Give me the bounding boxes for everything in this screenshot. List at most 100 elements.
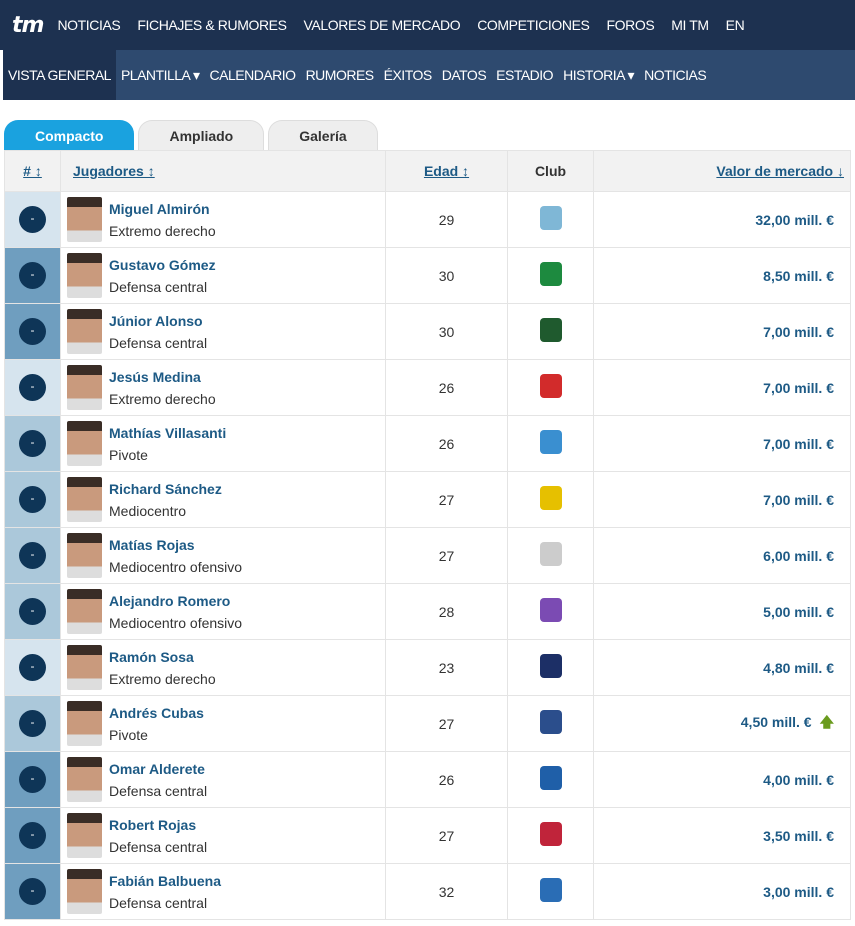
player-name-link[interactable]: Andrés Cubas bbox=[109, 704, 204, 721]
subnav-item[interactable]: VISTA GENERAL bbox=[3, 50, 116, 100]
player-photo[interactable] bbox=[67, 701, 102, 746]
market-value-cell: 3,50 mill. € bbox=[593, 807, 851, 864]
player-cell: Fabián Balbuena Defensa central bbox=[60, 863, 386, 920]
player-photo[interactable] bbox=[67, 533, 102, 578]
position-cell: - bbox=[4, 247, 61, 304]
col-players[interactable]: Jugadores ↕ bbox=[60, 150, 386, 192]
tigre-badge-icon[interactable] bbox=[539, 822, 562, 846]
market-value-link[interactable]: 4,00 mill. € bbox=[763, 771, 834, 788]
sort-players-link[interactable]: Jugadores ↕ bbox=[73, 163, 155, 179]
position-cell: - bbox=[4, 807, 61, 864]
corinthians-badge-icon[interactable] bbox=[539, 542, 562, 566]
view-tabs: Compacto Ampliado Galería bbox=[4, 120, 382, 151]
position-cell: - bbox=[4, 639, 61, 696]
player-name-link[interactable]: Alejandro Romero bbox=[109, 592, 231, 609]
america-badge-icon[interactable] bbox=[539, 486, 562, 510]
market-value-link[interactable]: 7,00 mill. € bbox=[763, 323, 834, 340]
player-name-link[interactable]: Miguel Almirón bbox=[109, 200, 210, 217]
subnav-item[interactable]: DATOS bbox=[441, 67, 487, 83]
col-number[interactable]: # ↕ bbox=[4, 150, 61, 192]
player-name-link[interactable]: Mathías Villasanti bbox=[109, 424, 227, 441]
sort-age-link[interactable]: Edad ↕ bbox=[423, 163, 470, 179]
player-position: Mediocentro bbox=[109, 502, 187, 519]
player-photo[interactable] bbox=[67, 589, 102, 634]
player-position: Pivote bbox=[109, 726, 148, 743]
al-ain-badge-icon[interactable] bbox=[539, 598, 562, 622]
sort-number-link[interactable]: # ↕ bbox=[23, 163, 42, 179]
tab-galería[interactable]: Galería bbox=[268, 120, 378, 151]
shirt-number-badge: - bbox=[19, 766, 46, 793]
market-value-link[interactable]: 32,00 mill. € bbox=[755, 211, 834, 228]
player-photo[interactable] bbox=[67, 477, 102, 522]
player-photo[interactable] bbox=[67, 309, 102, 354]
talleres-badge-icon[interactable] bbox=[539, 654, 562, 678]
krasnodar-badge-icon[interactable] bbox=[539, 318, 562, 342]
subnav-item[interactable]: CALENDARIO bbox=[209, 67, 297, 83]
player-name-link[interactable]: Júnior Alonso bbox=[109, 312, 203, 329]
market-value-link[interactable]: 3,00 mill. € bbox=[763, 883, 834, 900]
player-photo[interactable] bbox=[67, 645, 102, 690]
market-value-link[interactable]: 7,00 mill. € bbox=[763, 379, 834, 396]
col-market-value[interactable]: Valor de mercado ↓ bbox=[593, 150, 851, 192]
topnav-item[interactable]: VALORES DE MERCADO bbox=[303, 17, 461, 33]
player-name-link[interactable]: Jesús Medina bbox=[109, 368, 201, 385]
palmeiras-badge-icon[interactable] bbox=[539, 262, 562, 286]
player-name-link[interactable]: Fabián Balbuena bbox=[109, 872, 222, 889]
market-value-link[interactable]: 7,00 mill. € bbox=[763, 491, 834, 508]
topnav-item[interactable]: FICHAJES & RUMORES bbox=[137, 17, 287, 33]
getafe-badge-icon[interactable] bbox=[539, 766, 562, 790]
club-cell bbox=[507, 415, 594, 472]
position-cell: - bbox=[4, 303, 61, 360]
market-value-link[interactable]: 8,50 mill. € bbox=[763, 267, 834, 284]
club-sub-navigation: VISTA GENERAL PLANTILLA ▾ CALENDARIO RUMORE… bbox=[3, 50, 855, 100]
subnav-item[interactable]: HISTORIA ▾ bbox=[563, 67, 635, 83]
player-name-link[interactable]: Omar Alderete bbox=[109, 760, 205, 777]
market-value-link[interactable]: 6,00 mill. € bbox=[763, 547, 834, 564]
market-value-link[interactable]: 3,50 mill. € bbox=[763, 827, 834, 844]
player-position: Mediocentro ofensivo bbox=[109, 558, 243, 575]
market-value-link[interactable]: 7,00 mill. € bbox=[763, 435, 834, 452]
col-age[interactable]: Edad ↕ bbox=[385, 150, 508, 192]
topnav-item[interactable]: FOROS bbox=[606, 17, 655, 33]
whitecaps-badge-icon[interactable] bbox=[539, 710, 562, 734]
player-name-link[interactable]: Gustavo Gómez bbox=[109, 256, 216, 273]
topnav-item[interactable]: EN bbox=[725, 17, 745, 33]
player-name-link[interactable]: Robert Rojas bbox=[109, 816, 197, 833]
subnav-item[interactable]: ÉXITOS bbox=[383, 67, 433, 83]
player-photo[interactable] bbox=[67, 421, 102, 466]
player-name-link[interactable]: Richard Sánchez bbox=[109, 480, 222, 497]
subnav-item[interactable]: ESTADIO bbox=[496, 67, 554, 83]
player-photo[interactable] bbox=[67, 813, 102, 858]
market-value-link[interactable]: 4,50 mill. € bbox=[740, 713, 812, 730]
transfermarkt-logo[interactable]: tm bbox=[12, 12, 44, 38]
club-cell bbox=[507, 863, 594, 920]
player-photo[interactable] bbox=[67, 869, 102, 914]
tab-compacto[interactable]: Compacto bbox=[4, 120, 135, 151]
gremio-badge-icon[interactable] bbox=[539, 430, 562, 454]
player-name-link[interactable]: Ramón Sosa bbox=[109, 648, 194, 665]
shirt-number-badge: - bbox=[19, 878, 46, 905]
player-photo[interactable] bbox=[67, 757, 102, 802]
spartak-badge-icon[interactable] bbox=[539, 374, 562, 398]
dynamo-badge-icon[interactable] bbox=[539, 878, 562, 902]
sort-value-link[interactable]: Valor de mercado ↓ bbox=[716, 163, 844, 179]
tab-ampliado[interactable]: Ampliado bbox=[138, 120, 265, 151]
topnav-item[interactable]: MI TM bbox=[671, 17, 709, 33]
market-value-link[interactable]: 5,00 mill. € bbox=[763, 603, 834, 620]
subnav-item[interactable]: PLANTILLA ▾ bbox=[120, 67, 200, 83]
player-name-link[interactable]: Matías Rojas bbox=[109, 536, 195, 553]
topnav-item[interactable]: COMPETICIONES bbox=[477, 17, 590, 33]
player-photo[interactable] bbox=[67, 365, 102, 410]
player-photo[interactable] bbox=[67, 253, 102, 298]
topnav-item[interactable]: NOTICIAS bbox=[57, 17, 121, 33]
player-cell: Matías Rojas Mediocentro ofensivo bbox=[60, 527, 386, 584]
shirt-number-badge: - bbox=[19, 486, 46, 513]
subnav-item[interactable]: RUMORES bbox=[305, 67, 375, 83]
newcastle-badge-icon[interactable] bbox=[539, 206, 562, 230]
player-photo[interactable] bbox=[67, 197, 102, 242]
subnav-item[interactable]: NOTICIAS bbox=[644, 67, 707, 83]
market-value-link[interactable]: 4,80 mill. € bbox=[763, 659, 834, 676]
player-position: Defensa central bbox=[109, 782, 208, 799]
player-cell: Robert Rojas Defensa central bbox=[60, 807, 386, 864]
market-value-cell: 7,00 mill. € bbox=[593, 303, 851, 360]
